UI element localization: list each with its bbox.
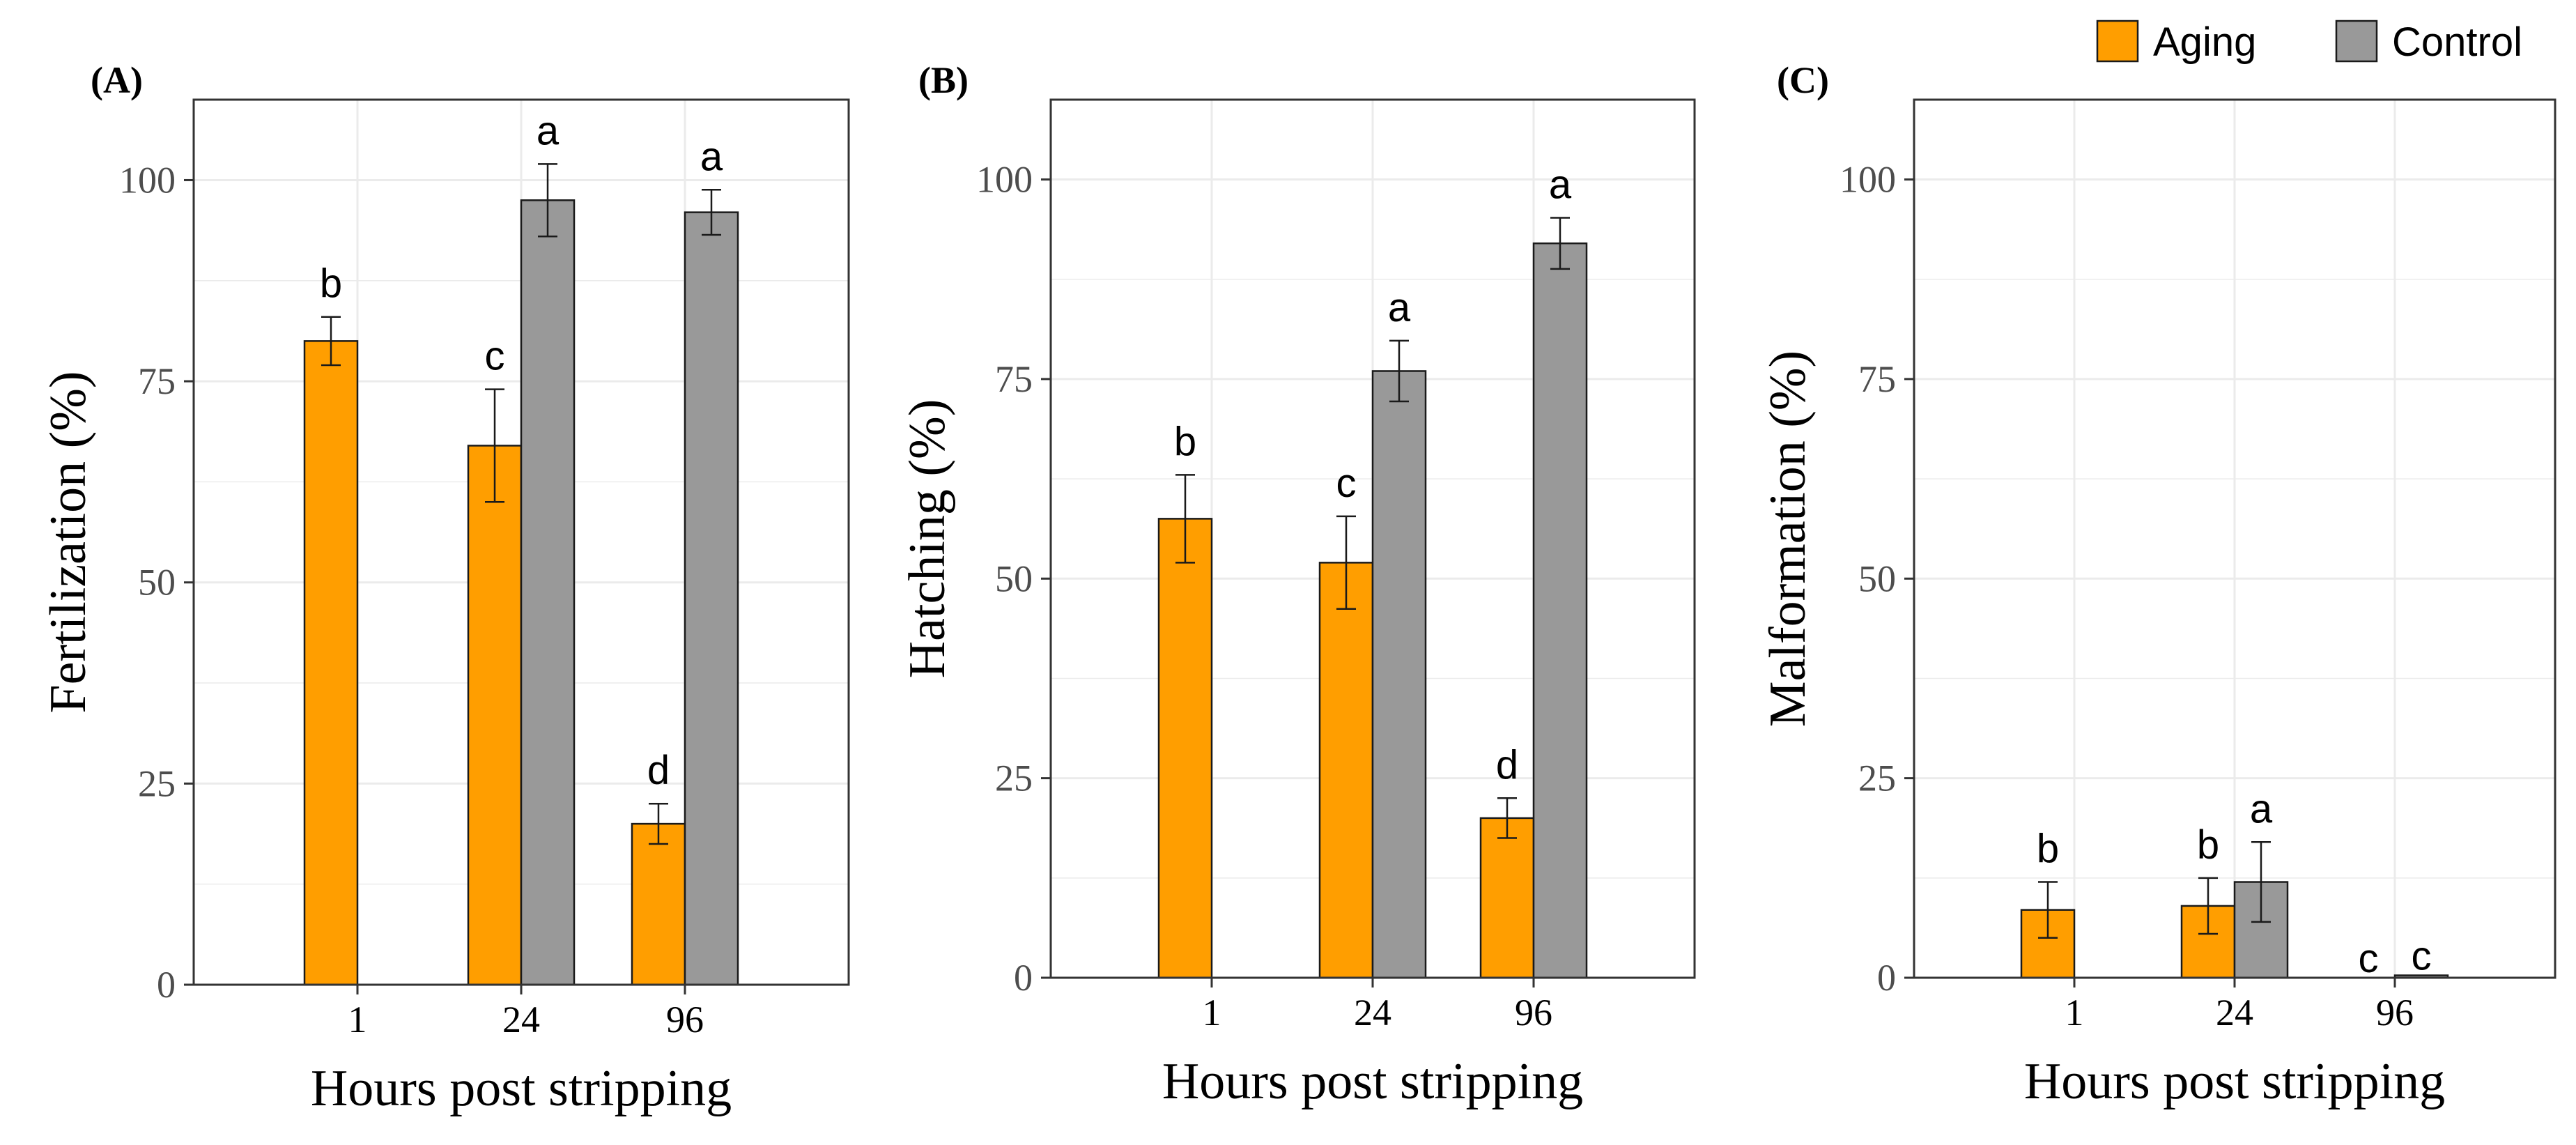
- x-axis: 1 24 96: [1203, 978, 1552, 1033]
- error-bar-aging-96: [1497, 797, 1517, 839]
- bar-aging-24: [467, 445, 523, 986]
- significance-letter: c: [2359, 936, 2379, 981]
- x-axis-title: Hours post stripping: [2024, 1053, 2445, 1110]
- gridlines: [1914, 100, 2555, 979]
- legend-swatch: [2335, 20, 2378, 63]
- y-tick-label: 0: [1877, 957, 1896, 999]
- y-axis-title: Hatching (%): [899, 399, 956, 679]
- panel-label: (A): [91, 59, 143, 101]
- bar-control-24: [520, 199, 576, 986]
- error-bar-aging-24: [485, 388, 504, 503]
- y-axis-title: Fertilization (%): [40, 371, 97, 713]
- bar-control-96: [684, 211, 739, 986]
- panel-a: b c d a a 0 25 50 75 100 1 24 96 Hours post stripping…: [40, 59, 850, 1117]
- bar-aging-1: [1157, 518, 1213, 979]
- significance-letter: b: [2197, 822, 2219, 868]
- y-tick-label: 100: [1840, 159, 1896, 201]
- y-tick-label: 50: [138, 562, 176, 604]
- y-tick-label: 25: [995, 758, 1033, 799]
- y-axis: 0 25 50 75 100: [976, 159, 1051, 999]
- error-bar-control-24: [2251, 841, 2271, 923]
- y-tick-label: 0: [157, 964, 176, 1006]
- bar-aging-96: [631, 822, 686, 986]
- x-tick-label: 24: [502, 999, 540, 1040]
- significance-letter: a: [2250, 786, 2273, 831]
- legend-item-control: Control: [2335, 20, 2522, 65]
- y-tick-label: 25: [138, 762, 176, 804]
- error-bar-aging-1: [2038, 881, 2058, 939]
- bars: b b c a c: [2020, 786, 2449, 981]
- significance-letter: c: [1336, 461, 1357, 506]
- y-axis: 0 25 50 75 100: [119, 159, 194, 1006]
- x-tick-label: 96: [2376, 992, 2414, 1033]
- panel-c: b b c a c 0 25 50 75 100 1 24 96 Hours post stripping…: [1759, 59, 2556, 1110]
- significance-letter: b: [2037, 827, 2059, 872]
- x-axis-title: Hours post stripping: [311, 1060, 732, 1117]
- x-tick-label: 1: [1203, 992, 1221, 1033]
- significance-letter: c: [485, 334, 505, 379]
- error-bar-control-24: [1389, 339, 1409, 403]
- y-tick-label: 75: [1858, 358, 1896, 400]
- legend-item-aging: Aging: [2096, 20, 2256, 65]
- y-tick-label: 75: [995, 358, 1033, 400]
- significance-letter: a: [700, 134, 723, 179]
- significance-letter: c: [2412, 934, 2432, 979]
- y-axis: 0 25 50 75 100: [1840, 159, 1914, 999]
- error-bar-aging-1: [1175, 474, 1195, 564]
- significance-letter: a: [537, 108, 560, 153]
- y-tick-label: 50: [995, 558, 1033, 599]
- y-tick-label: 100: [119, 159, 176, 201]
- error-bar-control-96: [1550, 217, 1570, 270]
- y-tick-label: 50: [1858, 558, 1896, 599]
- bar-aging-24: [1318, 562, 1374, 979]
- panel-label: (B): [918, 59, 969, 101]
- significance-letter: b: [320, 261, 342, 307]
- error-bar-aging-1: [321, 316, 341, 367]
- bars: b c d a a: [1157, 162, 1588, 979]
- x-axis-title: Hours post stripping: [1162, 1053, 1583, 1110]
- legend-label: Aging: [2153, 20, 2256, 65]
- error-bar-control-24: [538, 163, 557, 238]
- legend-label: Control: [2392, 20, 2522, 65]
- x-tick-label: 96: [666, 999, 704, 1040]
- y-tick-label: 100: [976, 159, 1033, 201]
- y-axis-title: Malformation (%): [1759, 351, 1817, 727]
- significance-letter: a: [1549, 162, 1572, 208]
- legend-swatch: [2096, 20, 2139, 63]
- x-tick-label: 1: [2065, 992, 2084, 1033]
- y-tick-label: 0: [1014, 957, 1033, 999]
- y-tick-label: 75: [138, 360, 176, 402]
- bar-control-96: [1532, 242, 1588, 979]
- bar-aging-1: [303, 340, 359, 986]
- y-tick-label: 25: [1858, 758, 1896, 799]
- legend: Aging Control: [2096, 20, 2522, 65]
- bars: b c d a a: [303, 108, 739, 986]
- x-axis: 1 24 96: [2065, 978, 2414, 1033]
- error-bar-control-96: [702, 189, 721, 236]
- panel-label: (C): [1777, 59, 1829, 101]
- error-bar-aging-24: [2198, 877, 2218, 935]
- significance-letter: b: [1174, 419, 1196, 464]
- bar-control-24: [1371, 370, 1427, 979]
- x-axis: 1 24 96: [348, 985, 704, 1040]
- error-bar-aging-96: [649, 802, 668, 845]
- x-tick-label: 24: [1354, 992, 1391, 1033]
- panel-b: b c d a a 0 25 50 75 100 1 24 96 Hours post stripping…: [899, 59, 1696, 1110]
- significance-letter: a: [1388, 285, 1411, 330]
- x-tick-label: 96: [1515, 992, 1552, 1033]
- x-tick-label: 24: [2216, 992, 2253, 1033]
- x-tick-label: 1: [348, 999, 367, 1040]
- significance-letter: d: [647, 748, 670, 793]
- error-bar-aging-24: [1336, 515, 1356, 610]
- bar-aging-96: [1479, 817, 1535, 979]
- significance-letter: d: [1496, 742, 1518, 787]
